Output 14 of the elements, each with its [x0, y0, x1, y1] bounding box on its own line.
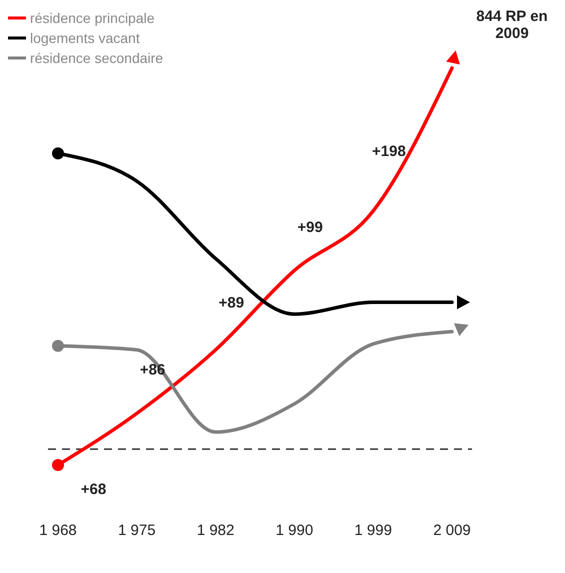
annotation: +198 — [372, 142, 406, 160]
x-tick-label: 1 982 — [196, 522, 234, 539]
x-tick-label: 1 990 — [276, 522, 314, 539]
text: +68 — [80, 481, 106, 498]
legend-label: logements vacant — [30, 29, 140, 48]
legend-label: résidence principale — [30, 9, 155, 28]
legend-label: résidence secondaire — [30, 49, 164, 68]
text: 844 RP en 2009 — [475, 8, 549, 42]
x-tick-label: 2 009 — [433, 522, 471, 539]
annotation: +89 — [218, 294, 244, 312]
x-tick-label: 1 999 — [354, 522, 392, 539]
x-tick-label: 1 975 — [118, 522, 156, 539]
x-tick-label: 1 968 — [39, 522, 77, 539]
annotation: +99 — [297, 219, 323, 236]
